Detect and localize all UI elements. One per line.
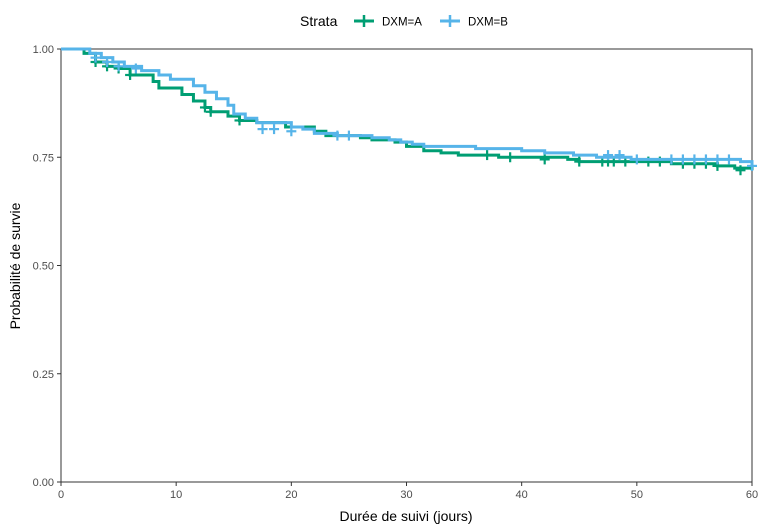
y-axis-title: Probabilité de survie <box>7 202 23 329</box>
censor-mark <box>286 126 297 137</box>
x-axis: 0 10 20 30 40 50 60 <box>58 482 758 501</box>
censor-mark <box>723 154 734 165</box>
x-tick-label: 60 <box>746 489 758 501</box>
y-tick-label: 0.50 <box>33 261 54 273</box>
censor-mark <box>603 150 614 161</box>
censor-mark <box>505 152 516 163</box>
x-tick-label: 20 <box>285 489 297 501</box>
censor-mark <box>199 102 210 113</box>
censor-mark <box>482 150 493 161</box>
censor-mark <box>269 124 280 135</box>
censor-mark <box>712 154 723 165</box>
censor-mark <box>677 154 688 165</box>
censor-mark <box>90 52 101 63</box>
censor-mark <box>735 165 746 176</box>
censor-mark <box>689 154 700 165</box>
censor-mark <box>700 154 711 165</box>
survival-curve-dxm-a <box>61 47 754 171</box>
censor-mark <box>257 124 268 135</box>
series-dxm-b <box>61 47 757 171</box>
legend-title: Strata <box>300 13 338 29</box>
censor-mark <box>113 61 124 72</box>
x-tick-label: 30 <box>400 489 412 501</box>
x-tick-label: 40 <box>516 489 528 501</box>
survival-curve-dxm-b <box>61 47 754 166</box>
x-tick-label: 10 <box>170 489 182 501</box>
x-tick-label: 50 <box>631 489 643 501</box>
censor-mark <box>130 63 141 74</box>
censor-mark <box>747 160 757 171</box>
censor-mark <box>343 130 354 141</box>
censor-mark <box>666 154 677 165</box>
legend: Strata DXM=A DXM=B <box>300 13 508 29</box>
censor-mark <box>102 56 113 67</box>
x-tick-label: 0 <box>58 489 64 501</box>
y-tick-label: 0.75 <box>33 152 54 164</box>
censor-mark <box>125 69 136 80</box>
censor-mark <box>234 115 245 126</box>
y-axis: 0.00 0.25 0.50 0.75 1.00 <box>33 44 61 489</box>
censor-mark <box>614 150 625 161</box>
series-dxm-a <box>61 47 754 176</box>
censor-mark <box>574 156 585 167</box>
x-axis-title: Durée de suivi (jours) <box>339 508 472 524</box>
legend-label-dxm-a: DXM=A <box>382 17 422 29</box>
censor-mark <box>539 154 550 165</box>
censor-mark <box>332 130 343 141</box>
plot-panel-border <box>60 48 753 483</box>
y-tick-label: 0.00 <box>33 477 54 489</box>
legend-label-dxm-b: DXM=B <box>468 17 508 29</box>
y-tick-label: 0.25 <box>33 369 54 381</box>
censor-mark <box>631 154 642 165</box>
plot-layer <box>60 47 757 483</box>
censor-mark <box>205 106 216 117</box>
y-tick-label: 1.00 <box>33 44 54 56</box>
